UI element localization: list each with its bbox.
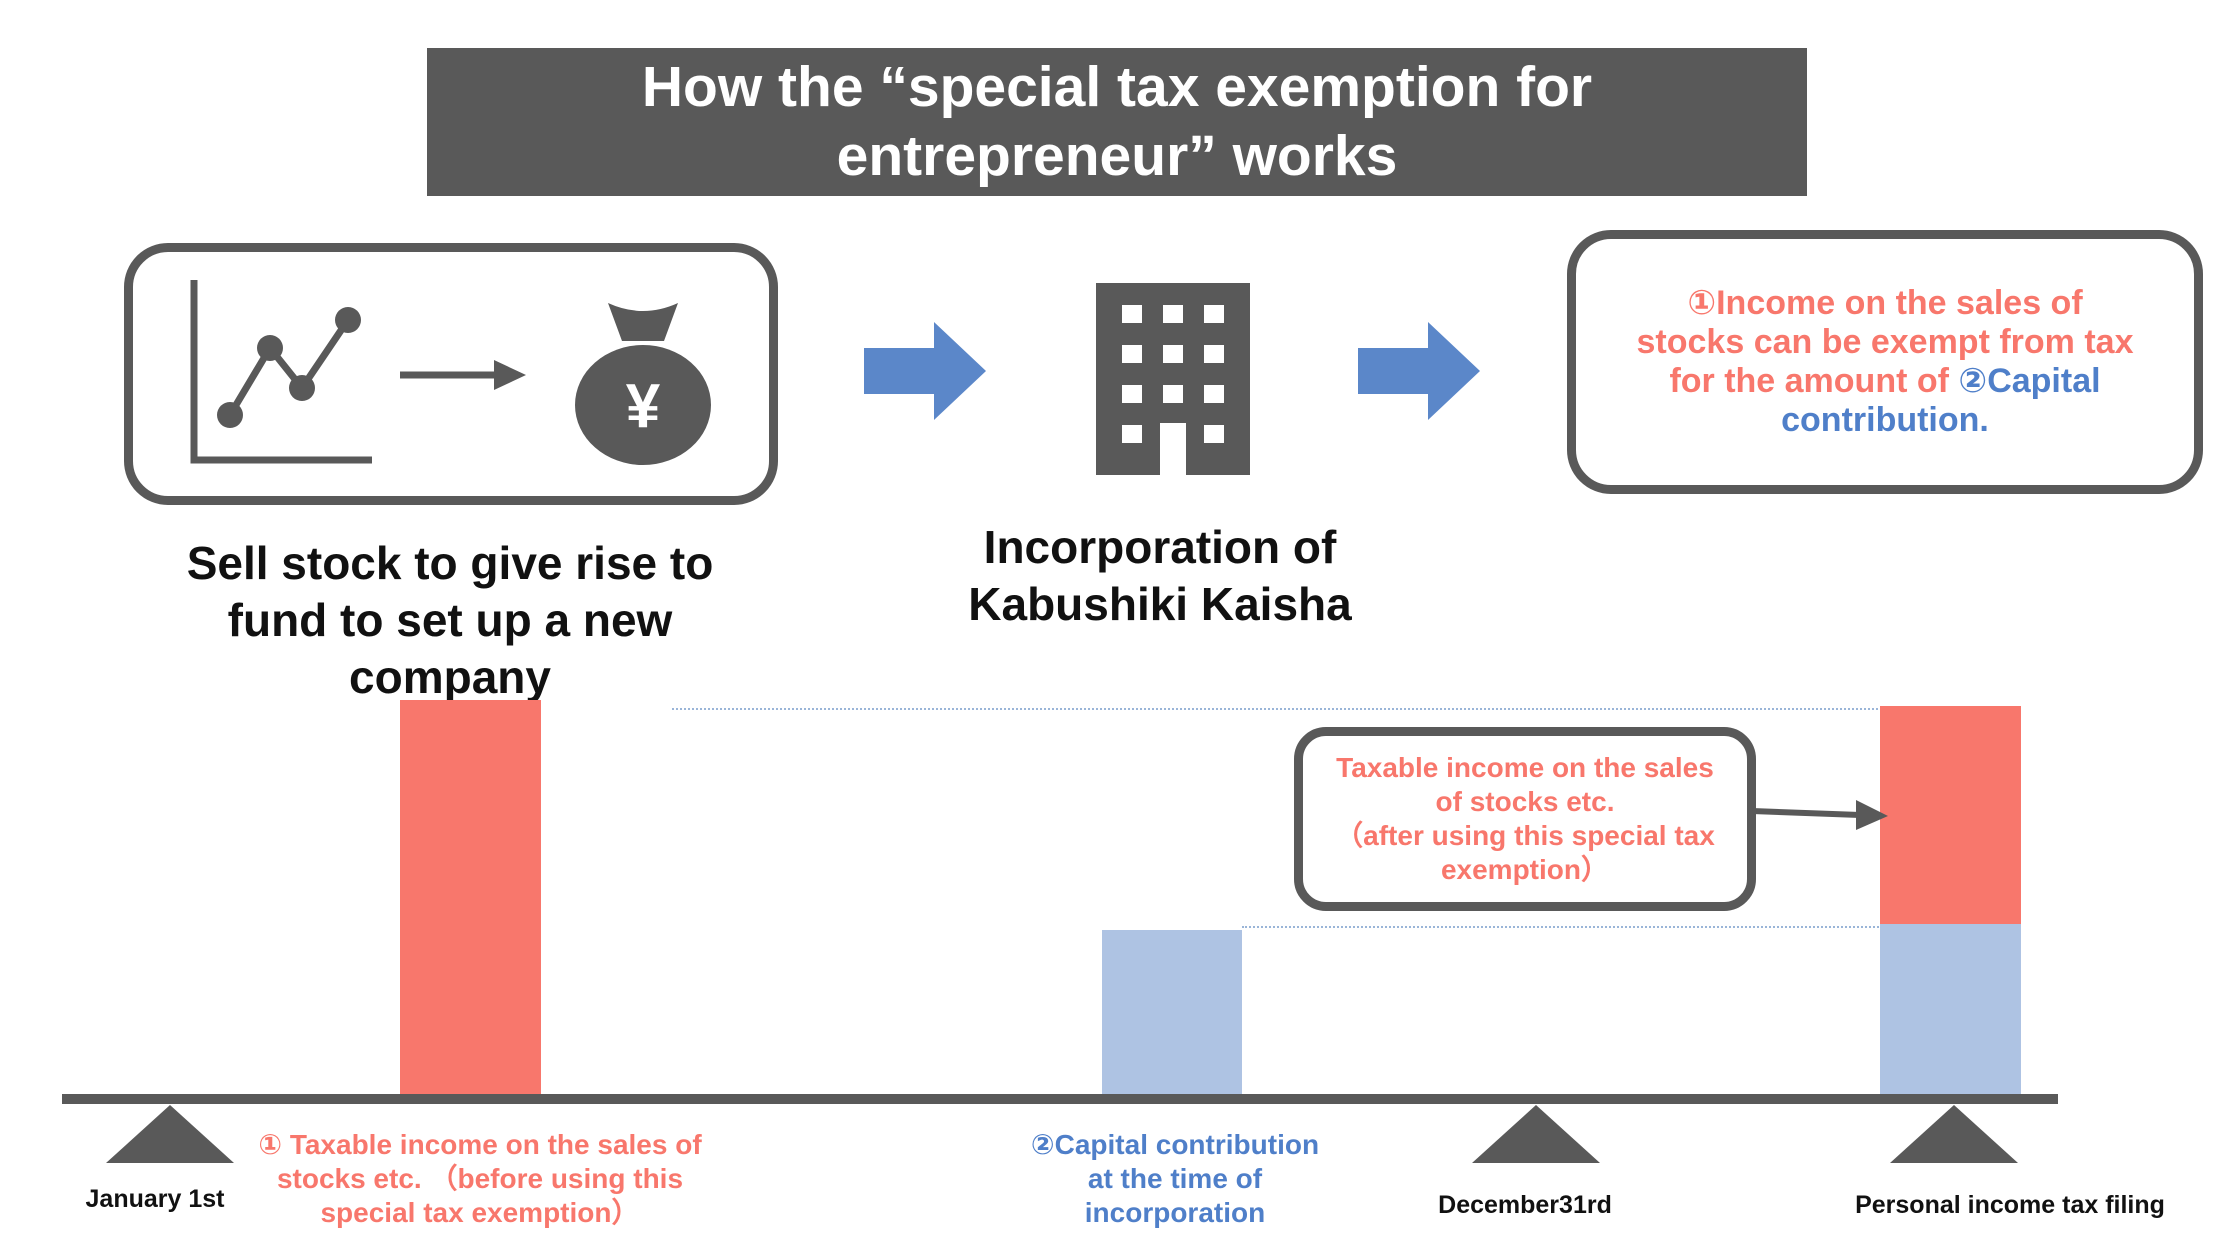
callout-line-1: Taxable income on the sales [1336, 752, 1714, 783]
taxable-before-line-1: ① Taxable income on the sales of [258, 1129, 702, 1160]
flow-arrow-2 [1358, 322, 1480, 420]
title-banner: How the “special tax exemption for entre… [427, 48, 1807, 196]
capital-line-3: incorporation [1084, 1197, 1266, 1228]
label-filing: Personal income tax filing [1855, 1191, 2165, 1219]
callout-line-2: of stocks etc. [1435, 786, 1615, 817]
result-line-3-red: for the amount of [1669, 362, 1959, 400]
callout-line-4: exemption） [1440, 854, 1609, 885]
timeline-axis [62, 1094, 2058, 1104]
guide-line-top [672, 708, 1882, 710]
result-line-3-blue: ②Capital [1958, 362, 2101, 400]
building-icon [1096, 283, 1250, 475]
capital-line-2: at the time of [1087, 1163, 1263, 1194]
bar-after-exemption-taxable [1880, 706, 2021, 924]
money-bag-yen-icon: ¥ [575, 303, 711, 465]
callout-arrow [1752, 800, 1888, 830]
svg-text:¥: ¥ [626, 372, 661, 441]
capital-line-1: ②Capital contribution [1030, 1129, 1320, 1160]
label-january: January 1st [85, 1185, 225, 1213]
result-line-1: ①Income on the sales of [1687, 284, 2083, 322]
sell-stock-box [124, 243, 778, 505]
taxable-after-callout: Taxable income on the sales of stocks et… [1294, 727, 1756, 911]
bar-after-exemption-capital [1880, 924, 2021, 1094]
result-line-2: stocks can be exempt from tax [1636, 323, 2134, 361]
capital-label: ②Capital contribution at the time of inc… [1000, 1128, 1350, 1230]
right-arrow-icon [400, 360, 526, 390]
timeline-marker-filing [1890, 1105, 2018, 1163]
bar-taxable-before [400, 700, 541, 1094]
taxable-before-line-3: special tax exemption） [320, 1197, 640, 1228]
guide-line-middle [1242, 926, 1882, 928]
line-chart-icon [190, 280, 372, 464]
callout-line-3: （after using this special tax [1335, 820, 1715, 851]
incorporation-caption-line-2: Kabushiki Kaisha [968, 578, 1352, 630]
bar-capital-contribution [1102, 930, 1242, 1094]
sell-stock-caption-line-2: fund to set up a new [227, 594, 673, 646]
flow-arrow-1 [864, 322, 986, 420]
sell-stock-caption-line-3: company [349, 651, 551, 703]
incorporation-caption-line-1: Incorporation of [983, 521, 1337, 573]
result-box: ①Income on the sales of stocks can be ex… [1567, 230, 2203, 494]
result-line-4: contribution. [1781, 401, 1989, 439]
taxable-before-line-2: stocks etc. （before using this [276, 1163, 684, 1194]
sell-stock-caption-line-1: Sell stock to give rise to [186, 537, 714, 589]
title-line-2: entrepreneur” works [836, 124, 1398, 188]
timeline-marker-jan [106, 1105, 234, 1163]
title-line-1: How the “special tax exemption for [641, 55, 1593, 119]
taxable-before-label: ① Taxable income on the sales of stocks … [230, 1128, 730, 1230]
label-december: December31rd [1438, 1191, 1612, 1219]
incorporation-caption: Incorporation of Kabushiki Kaisha [900, 519, 1420, 633]
sell-stock-caption: Sell stock to give rise to fund to set u… [120, 535, 780, 706]
timeline-marker-dec [1472, 1105, 1600, 1163]
